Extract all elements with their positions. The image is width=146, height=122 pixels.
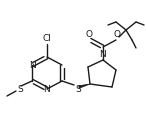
Text: N: N (29, 61, 35, 70)
Text: N: N (44, 85, 50, 93)
Text: O: O (113, 30, 120, 39)
Text: O: O (86, 30, 93, 39)
Text: N: N (100, 50, 106, 59)
Text: S: S (17, 85, 23, 93)
Text: Cl: Cl (43, 34, 51, 43)
Text: S: S (75, 86, 81, 95)
Polygon shape (79, 84, 90, 88)
